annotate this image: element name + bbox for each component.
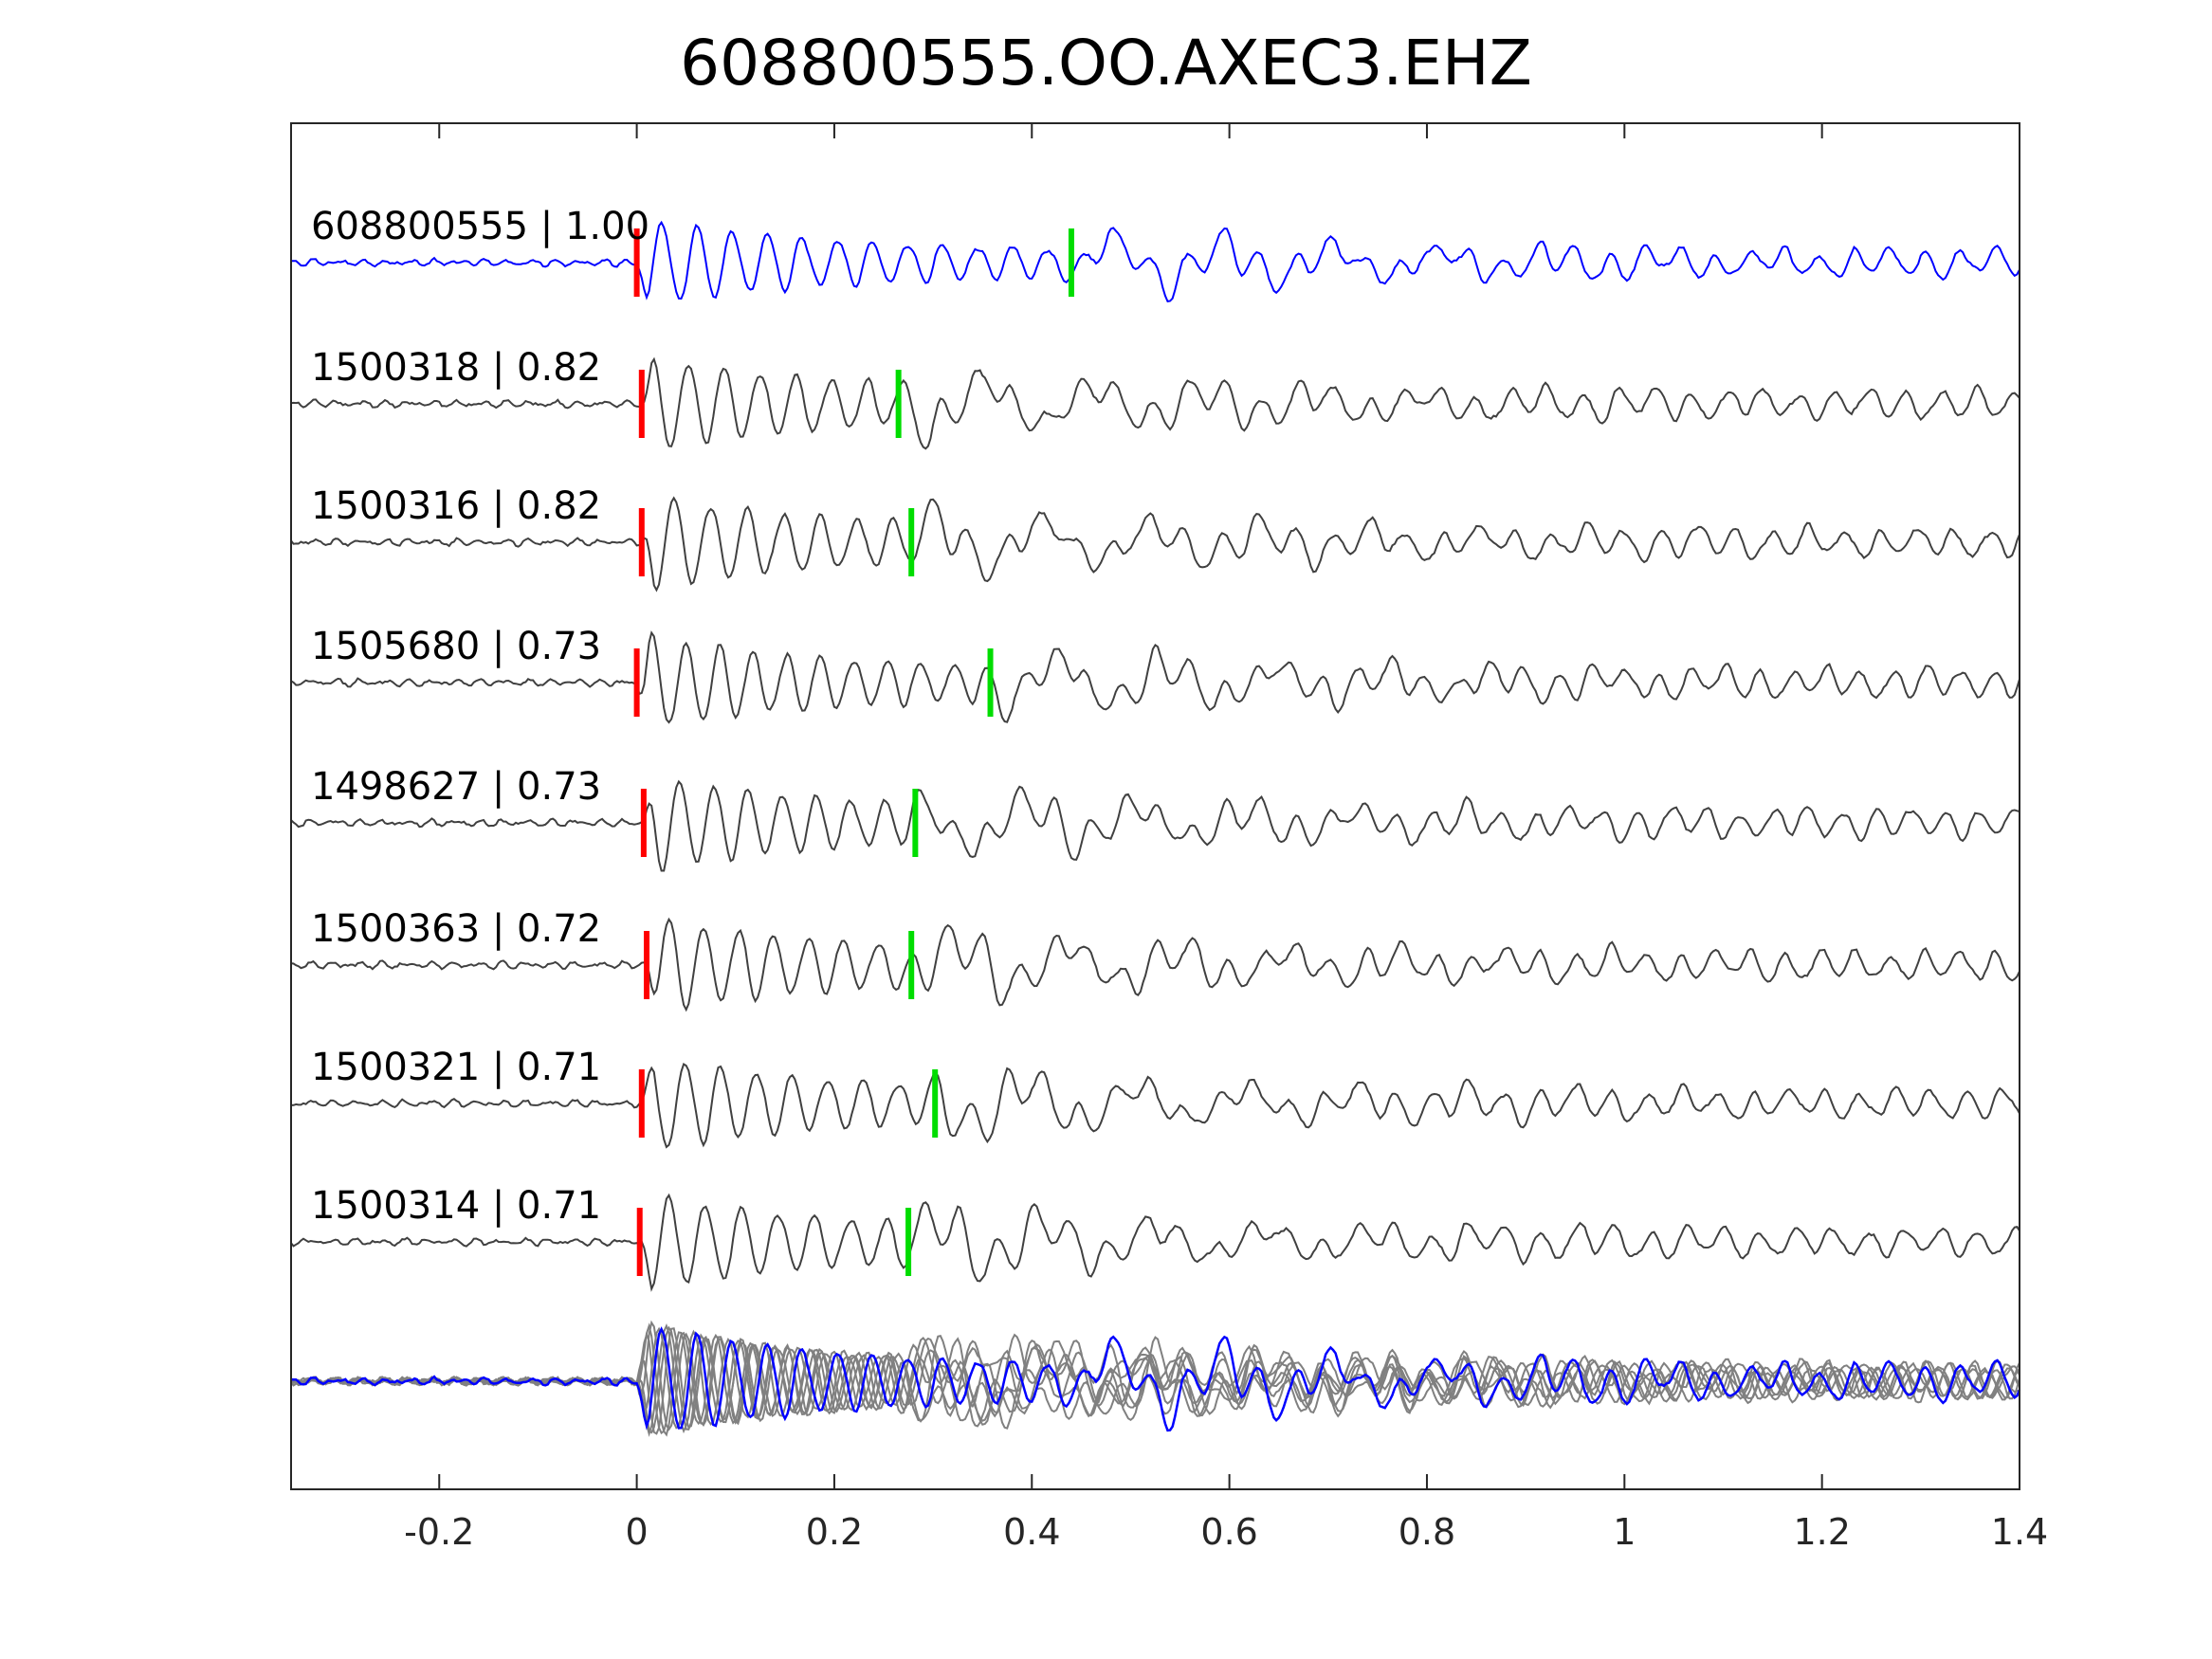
overlay-trace-1505680 — [290, 1320, 2020, 1431]
trace-label-1498627: 1498627 | 0.73 — [311, 765, 601, 809]
x-tick-label: 1.2 — [1793, 1511, 1850, 1553]
trace-label-1500316: 1500316 | 0.82 — [311, 484, 601, 528]
trace-label-1500321: 1500321 | 0.71 — [311, 1046, 601, 1089]
x-axis: -0.2 0 0.2 0.4 0.6 0.8 1 1.2 1.4 — [404, 123, 2048, 1553]
trace-label-1505680: 1505680 | 0.73 — [311, 625, 601, 668]
chart-title: 608800555.OO.AXEC3.EHZ — [680, 27, 1532, 100]
x-tick-label: -0.2 — [404, 1511, 474, 1553]
trace-1500316 — [290, 496, 2020, 592]
x-tick-label: 0 — [626, 1511, 649, 1553]
x-tick-label: 0.2 — [806, 1511, 863, 1553]
trace-1505680 — [290, 630, 2020, 724]
trace-1500314 — [290, 1193, 2020, 1292]
trace-label-1500314: 1500314 | 0.71 — [311, 1184, 601, 1228]
trace-608800555 — [291, 220, 2020, 303]
picks-layer — [633, 228, 1074, 1276]
trace-1500363 — [290, 917, 2020, 1012]
trace-1500321 — [290, 1062, 2020, 1149]
overlay-trace-608800555 — [291, 1326, 2021, 1432]
x-tick-label: 1.4 — [1991, 1511, 2048, 1553]
trace-label-1500363: 1500363 | 0.72 — [311, 907, 601, 951]
x-tick-label: 0.6 — [1200, 1511, 1257, 1553]
trace-1500318 — [290, 356, 2020, 450]
traces-layer — [290, 220, 2021, 1437]
axes-box — [290, 122, 2020, 1490]
trace-labels: 608800555 | 1.00 1500318 | 0.82 1500316 | … — [311, 205, 649, 1228]
trace-1498627 — [290, 779, 2020, 872]
trace-label-608800555: 608800555 | 1.00 — [311, 205, 649, 248]
x-tick-label: 0.4 — [1003, 1511, 1060, 1553]
trace-label-1500318: 1500318 | 0.82 — [311, 346, 601, 390]
x-tick-label: 0.8 — [1398, 1511, 1455, 1553]
x-tick-label: 1 — [1613, 1511, 1636, 1553]
